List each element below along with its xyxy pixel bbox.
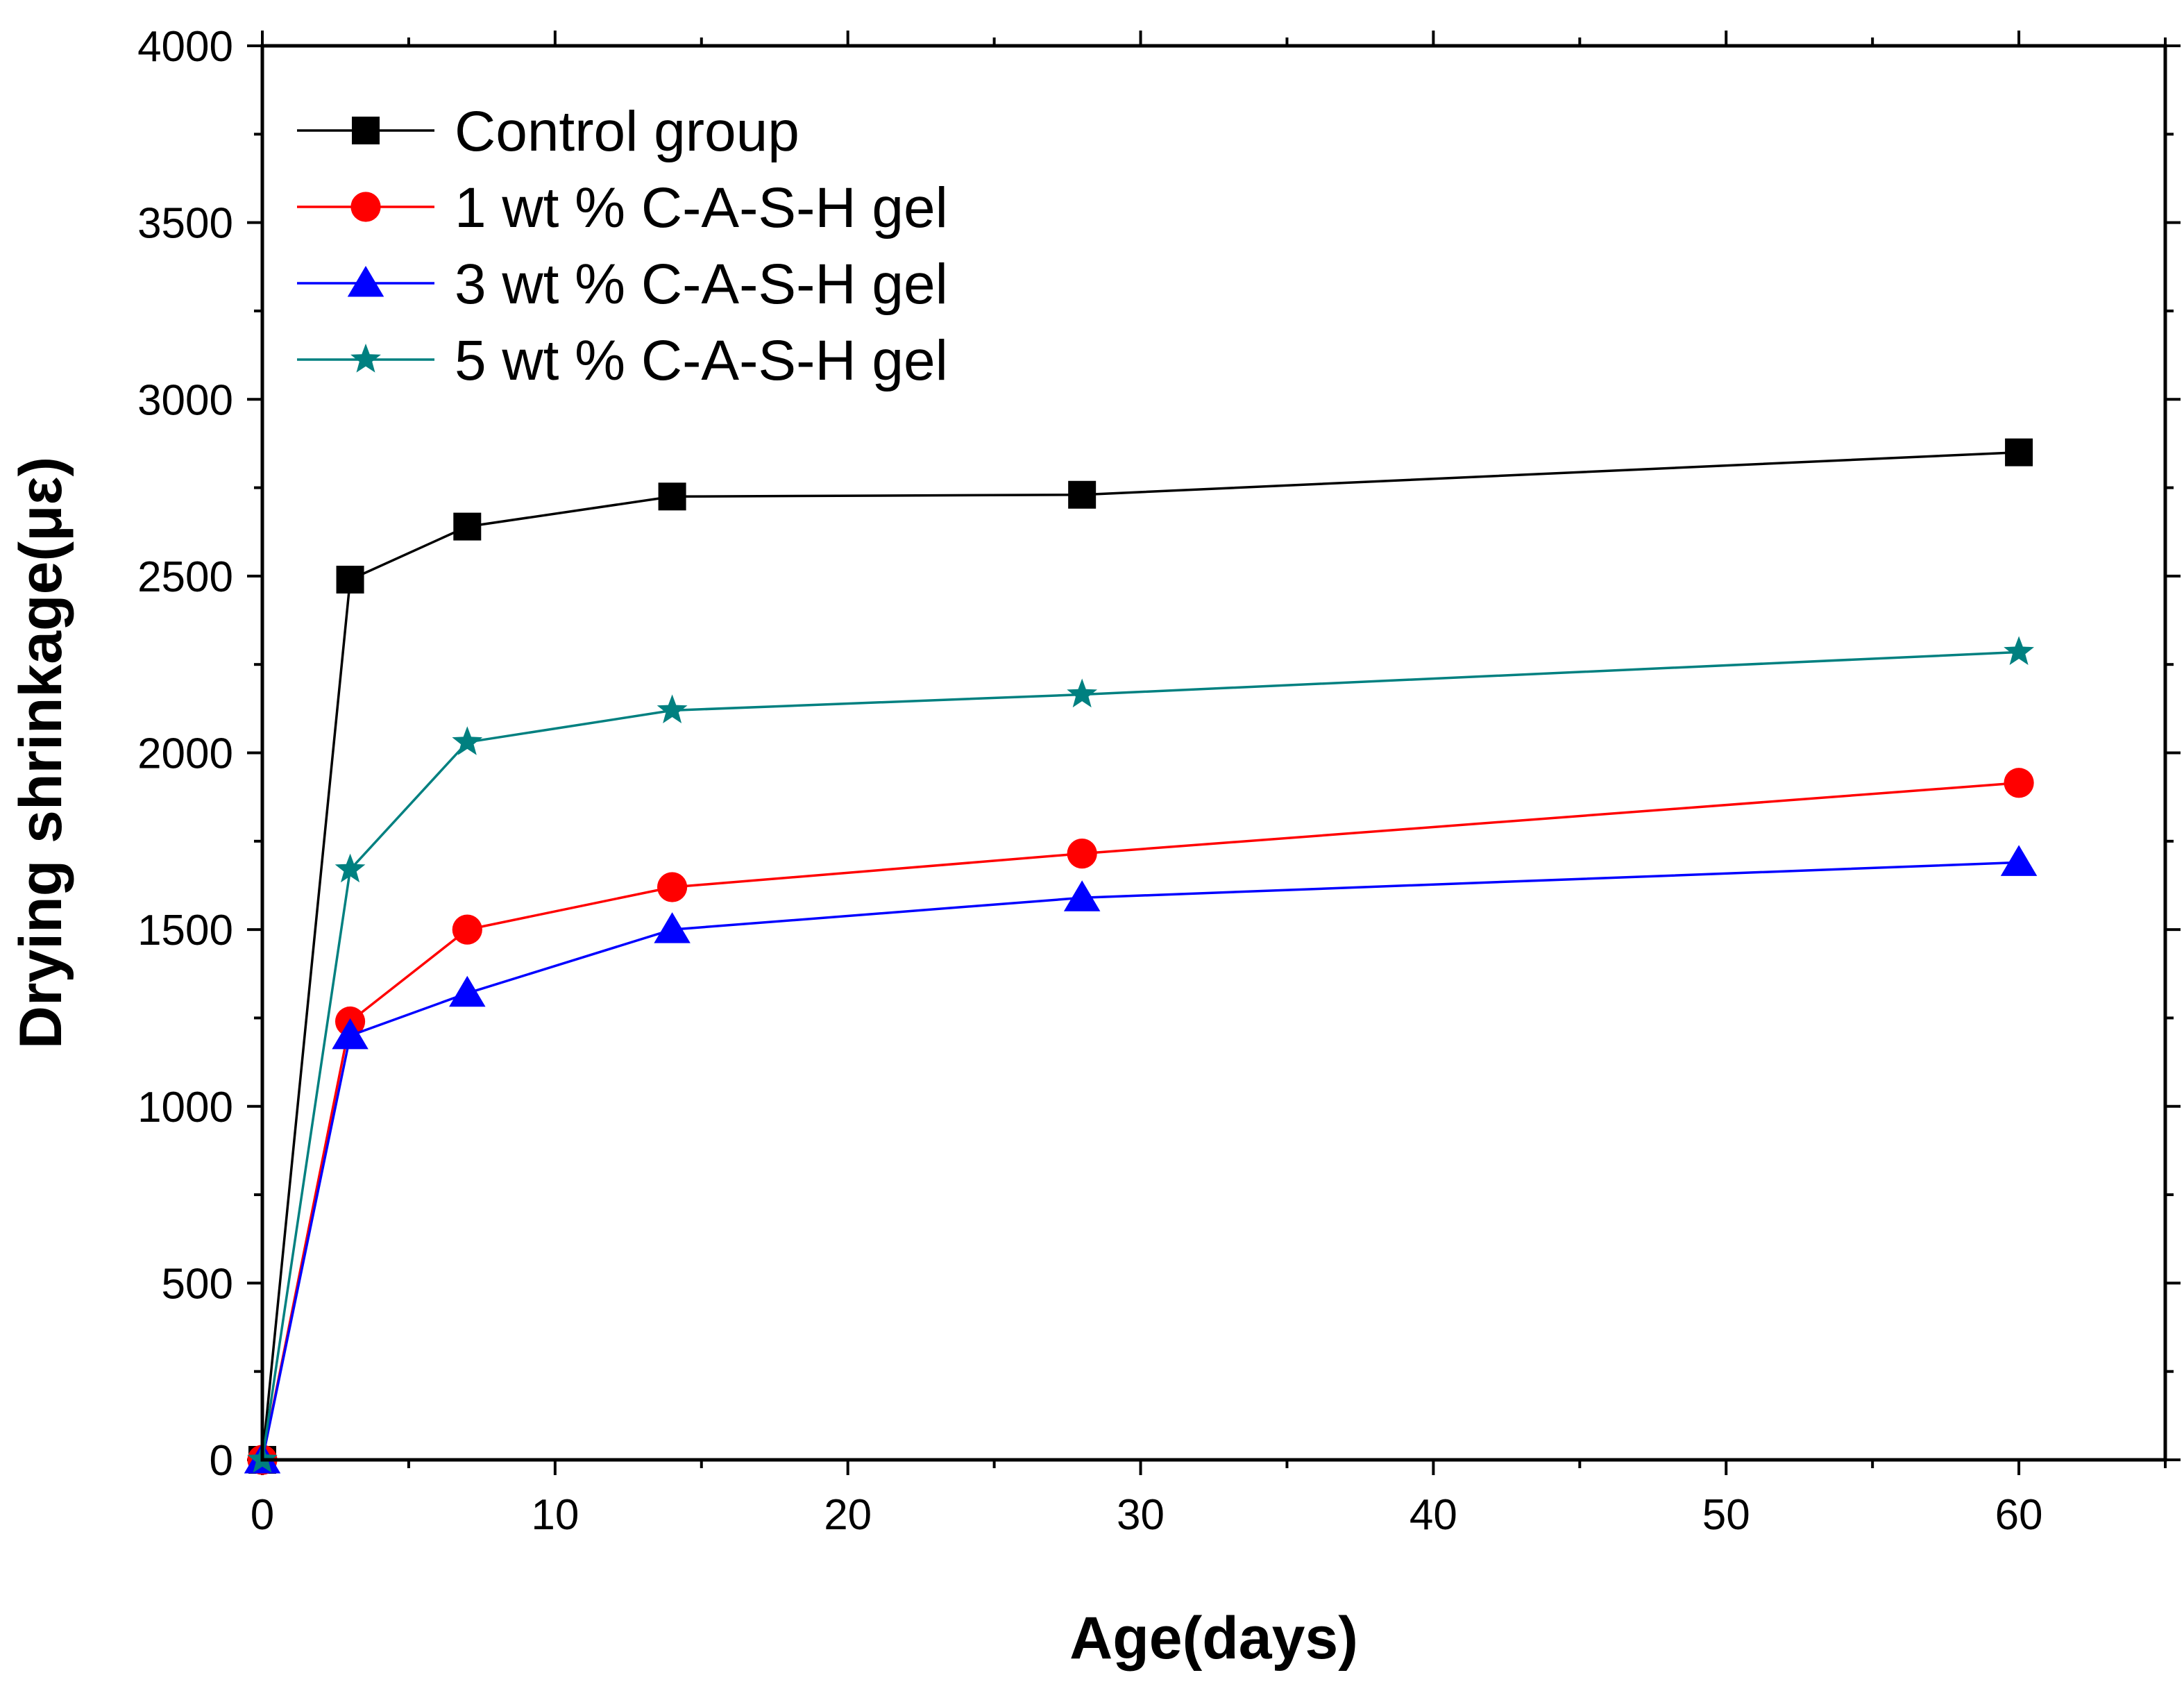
data-point bbox=[654, 912, 691, 943]
axis-ticks: 0 10 20 30 40 50 60 0 500 1000 1500 2000 2500 3000 350… bbox=[137, 23, 2181, 1539]
legend-marker bbox=[350, 344, 381, 373]
y-tick-label: 2000 bbox=[137, 730, 233, 778]
series-line bbox=[261, 861, 2020, 1461]
series-1 bbox=[248, 438, 2033, 1474]
y-tick-label: 1000 bbox=[137, 1084, 233, 1131]
legend-item: 1 wt % C-A-S-H gel bbox=[297, 176, 948, 239]
legend-marker bbox=[347, 266, 384, 297]
plot-series bbox=[244, 438, 2038, 1475]
data-point bbox=[453, 512, 482, 541]
y-tick-label: 3500 bbox=[137, 200, 233, 248]
data-point bbox=[1068, 480, 1097, 509]
legend-label: 5 wt % C-A-S-H gel bbox=[455, 329, 948, 392]
data-point bbox=[2000, 845, 2038, 876]
legend: Control group 1 wt % C-A-S-H gel 3 wt % C-… bbox=[297, 100, 948, 392]
x-tick-label: 20 bbox=[824, 1491, 872, 1539]
data-point bbox=[1063, 880, 1101, 911]
data-point bbox=[336, 565, 364, 594]
series-line bbox=[261, 650, 2020, 1461]
data-point bbox=[2004, 636, 2034, 665]
data-point bbox=[449, 975, 486, 1007]
data-point bbox=[657, 872, 688, 902]
legend-marker bbox=[352, 117, 380, 144]
legend-label: Control group bbox=[455, 100, 799, 163]
x-tick-label: 60 bbox=[1995, 1491, 2043, 1539]
data-point bbox=[332, 1018, 369, 1050]
data-point bbox=[1067, 678, 1097, 708]
x-tick-label: 50 bbox=[1702, 1491, 1750, 1539]
data-point bbox=[452, 726, 483, 755]
data-point bbox=[452, 914, 482, 945]
series-2 bbox=[247, 768, 2034, 1475]
x-tick-label: 0 bbox=[251, 1491, 274, 1539]
data-point bbox=[335, 853, 366, 883]
data-point bbox=[2004, 768, 2034, 798]
plot-frame bbox=[260, 44, 2167, 1462]
series-line bbox=[261, 451, 2020, 1461]
y-axis-title: Drying shrinkage(με) bbox=[8, 457, 74, 1049]
series-3 bbox=[244, 845, 2038, 1474]
x-tick-label: 40 bbox=[1410, 1491, 1457, 1539]
legend-item: Control group bbox=[297, 100, 799, 163]
legend-item: 5 wt % C-A-S-H gel bbox=[297, 329, 948, 392]
legend-label: 1 wt % C-A-S-H gel bbox=[455, 176, 948, 239]
data-point bbox=[657, 694, 688, 723]
x-tick-label: 30 bbox=[1117, 1491, 1165, 1539]
x-axis-title: Age(days) bbox=[1069, 1605, 1358, 1672]
series-line bbox=[261, 782, 2020, 1461]
data-point bbox=[2005, 438, 2033, 466]
x-tick-label: 10 bbox=[531, 1491, 579, 1539]
legend-label: 3 wt % C-A-S-H gel bbox=[455, 253, 948, 316]
data-point bbox=[1067, 839, 1097, 869]
y-tick-label: 4000 bbox=[137, 23, 233, 71]
y-tick-label: 3000 bbox=[137, 376, 233, 424]
data-point bbox=[658, 482, 686, 511]
y-tick-label: 1500 bbox=[137, 907, 233, 954]
legend-marker bbox=[350, 192, 381, 222]
legend-item: 3 wt % C-A-S-H gel bbox=[297, 253, 948, 316]
series-4 bbox=[247, 636, 2034, 1473]
y-tick-label: 0 bbox=[210, 1437, 233, 1485]
y-tick-label: 500 bbox=[162, 1260, 233, 1308]
y-tick-label: 2500 bbox=[137, 553, 233, 601]
